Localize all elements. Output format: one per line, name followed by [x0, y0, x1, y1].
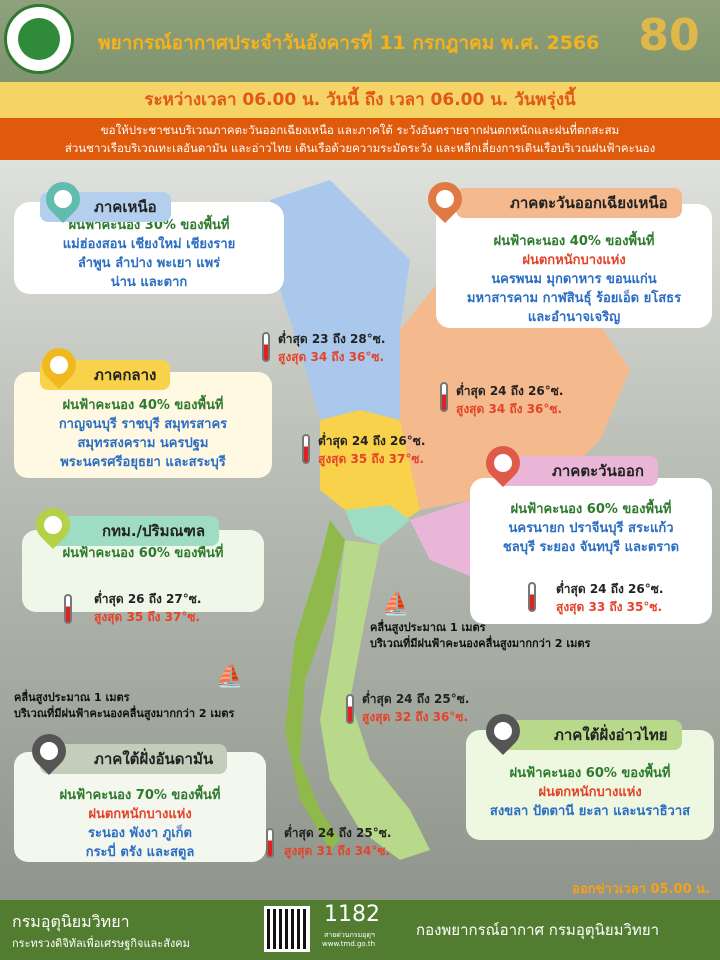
hotline-label: สายด่วนกรมอุตุฯ: [324, 931, 375, 939]
south-east-region-label: ภาคใต้ฝั่งอ่าวไทย: [500, 720, 682, 750]
region-text: ฝนฟ้าคะนอง 70% ของพื้นที่: [59, 788, 221, 803]
footer: กรมอุตุนิยมวิทยา กระทรวงดิจิทัลเพื่อเศรษ…: [0, 900, 720, 960]
forecast-period: ระหว่างเวลา 06.00 น. วันนี้ ถึง เวลา 06.…: [0, 82, 720, 118]
thermometer-icon: [266, 828, 274, 858]
issued-time: ออกข่าวเวลา 05.00 น.: [572, 882, 710, 897]
map-north: [270, 180, 410, 420]
thermometer-icon: [528, 582, 536, 612]
bangkok-temperature: ต่ำสุด 26 ถึง 27°ซ. สูงสุด 35 ถึง 37°ซ.: [94, 592, 202, 624]
region-text: และอำนาจเจริญ: [527, 310, 621, 325]
region-text: ฝนฟ้าคะนอง 40% ของพื้นที่: [493, 234, 655, 249]
forecast-map-area: ฝนฟ้าคะนอง 30% ของพื้นที่ แม่ฮ่องสอน เชี…: [0, 160, 720, 900]
division-name: กองพยากรณ์อากาศ กรมอุตุนิยมวิทยา: [416, 921, 660, 939]
region-text: สมุทรสงคราม นครปฐม: [77, 436, 209, 451]
gulf-wave-info: คลื่นสูงประมาณ 1 เมตร บริเวณที่มีฝนฟ้าคะน…: [370, 621, 591, 650]
region-text: นครพนม มุกดาหาร ขอนแก่น: [491, 272, 657, 287]
tmd-logo: [4, 4, 74, 74]
heavy-rain-text: ฝนตกหนักบางแห่ง: [538, 785, 642, 800]
boat-icon: ⛵: [216, 664, 244, 689]
central-temperature: ต่ำสุด 24 ถึง 26°ซ. สูงสุด 35 ถึง 37°ซ.: [318, 434, 426, 466]
east-temperature: ต่ำสุด 24 ถึง 26°ซ. สูงสุด 33 ถึง 35°ซ.: [556, 582, 664, 614]
website-link[interactable]: www.tmd.go.th: [322, 940, 375, 948]
map-south-east: [320, 540, 430, 860]
region-text: กาญจนบุรี ราชบุรี สมุทรสาคร: [58, 417, 228, 432]
east-region-label: ภาคตะวันออก: [498, 456, 658, 486]
region-text: พระนครศรีอยุธยา และสระบุรี: [60, 455, 226, 470]
region-text: ชลบุรี ระยอง จันทบุรี และตราด: [502, 540, 680, 555]
region-text: ฝนฟ้าคะนอง 60% ของพื้นที่: [509, 766, 671, 781]
region-text: น่าน และตาก: [110, 275, 188, 290]
region-text: ฝนฟ้าคะนอง 60% ของพื้นที่: [62, 546, 224, 561]
northeast-temperature: ต่ำสุด 24 ถึง 26°ซ. สูงสุด 34 ถึง 36°ซ.: [456, 384, 564, 416]
region-text: มหาสารคาม กาฬสินธุ์ ร้อยเอ็ด ยโสธร: [466, 291, 682, 306]
map-south-west: [285, 520, 345, 850]
region-text: ฝนฟ้าคะนอง 40% ของพื้นที่: [62, 398, 224, 413]
region-text: แม่ฮ่องสอน เชียงใหม่ เชียงราย: [62, 237, 236, 252]
thermometer-icon: [302, 434, 310, 464]
region-text: ลำพูน ลำปาง พะเยา แพร่: [77, 256, 221, 271]
thermometer-icon: [262, 332, 270, 362]
south-west-temperature: ต่ำสุด 24 ถึง 25°ซ. สูงสุด 31 ถึง 34°ซ.: [284, 826, 392, 858]
bangkok-region-label: กทม./ปริมณฑล: [48, 516, 220, 546]
warning-line: ขอให้ประชาชนบริเวณภาคตะวันออกเฉียงเหนือ …: [100, 123, 620, 137]
thailand-map: [270, 180, 630, 860]
hotline-number: 1182: [324, 902, 380, 927]
south-east-temperature: ต่ำสุด 24 ถึง 25°ซ. สูงสุด 32 ถึง 36°ซ.: [362, 692, 470, 724]
heavy-rain-text: ฝนตกหนักบางแห่ง: [88, 807, 192, 822]
warning-line: ส่วนชาวเรือบริเวณทะเลอันดามัน และอ่าวไทย…: [64, 141, 656, 155]
thermometer-icon: [346, 694, 354, 724]
northeast-region-card: ฝนฟ้าคะนอง 40% ของพื้นที่ ฝนตกหนักบางแห่…: [436, 204, 712, 328]
region-text: กระบี่ ตรัง และสตูล: [85, 845, 195, 860]
northeast-region-label: ภาคตะวันออกเฉียงเหนือ: [456, 188, 682, 218]
org-name: กรมอุตุนิยมวิทยา: [12, 912, 130, 931]
qr-code[interactable]: [264, 906, 310, 952]
south-west-region-label: ภาคใต้ฝั่งอันดามัน: [40, 744, 228, 774]
anniversary-logo: 80: [638, 10, 700, 61]
warning-banner: ขอให้ประชาชนบริเวณภาคตะวันออกเฉียงเหนือ …: [0, 118, 720, 160]
region-text: ฝนฟ้าคะนอง 60% ของพื้นที่: [510, 502, 672, 517]
region-text: ระนอง พังงา ภูเก็ต: [88, 826, 192, 841]
north-temperature: ต่ำสุด 23 ถึง 28°ซ. สูงสุด 34 ถึง 36°ซ.: [278, 332, 386, 364]
andaman-wave-info: คลื่นสูงประมาณ 1 เมตร บริเวณที่มีฝนฟ้าคะน…: [14, 691, 235, 720]
ministry-name: กระทรวงดิจิทัลเพื่อเศรษฐกิจและสังคม: [12, 937, 190, 950]
heavy-rain-text: ฝนตกหนักบางแห่ง: [522, 253, 626, 268]
header: พยากรณ์อากาศประจำวันอังคารที่ 11 กรกฎาคม…: [0, 0, 720, 82]
east-region-card: ฝนฟ้าคะนอง 60% ของพื้นที่ นครนายก ปราจีน…: [470, 478, 712, 624]
thermometer-icon: [64, 594, 72, 624]
map-northeast: [400, 280, 630, 510]
map-central: [320, 410, 420, 530]
thermometer-icon: [440, 382, 448, 412]
map-bangkok: [345, 505, 410, 545]
boat-icon: ⛵: [382, 592, 410, 617]
region-text: สงขลา ปัตตานี ยะลา และนราธิวาส: [489, 804, 691, 819]
region-text: นครนายก ปราจีนบุรี สระแก้ว: [508, 521, 674, 536]
page-title: พยากรณ์อากาศประจำวันอังคารที่ 11 กรกฎาคม…: [98, 32, 600, 54]
